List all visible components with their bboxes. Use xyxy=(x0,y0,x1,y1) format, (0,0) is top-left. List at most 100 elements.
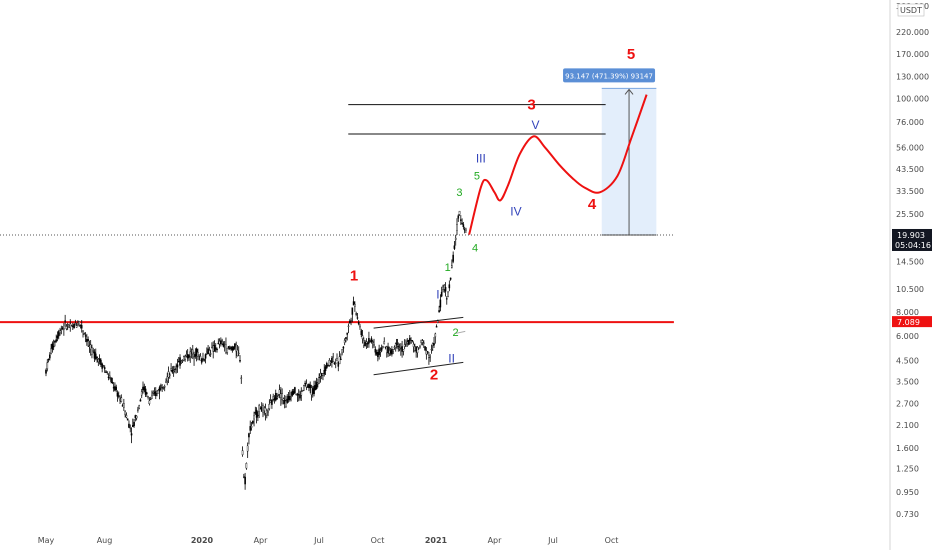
candle-body xyxy=(51,343,54,350)
candle-body xyxy=(106,371,109,373)
price-flag-label-0: 19.903 xyxy=(897,231,925,240)
measure-arrow-head xyxy=(624,88,634,95)
candle-body xyxy=(322,373,324,376)
candle-body xyxy=(86,339,88,342)
candle-body xyxy=(326,362,328,369)
candle-body xyxy=(78,321,80,326)
candle-body xyxy=(299,395,301,399)
candle-body xyxy=(356,317,359,319)
candle-body xyxy=(444,286,447,292)
candle-body xyxy=(189,351,192,358)
candle-body xyxy=(47,358,50,360)
candle-body xyxy=(269,400,272,403)
candle-body xyxy=(272,396,274,400)
candle-body xyxy=(102,366,105,368)
candle-body xyxy=(465,228,467,231)
candle-body xyxy=(287,395,290,400)
y-tick-label: 130.000 xyxy=(896,73,929,82)
candle-body xyxy=(91,347,93,355)
candle-body xyxy=(268,403,271,409)
y-tick-label: 170.000 xyxy=(896,50,929,59)
candle-body xyxy=(359,325,361,328)
candle-body xyxy=(225,344,227,353)
candle-body xyxy=(237,352,240,355)
candle-body xyxy=(389,350,392,354)
candle-body xyxy=(143,386,146,391)
candle-body xyxy=(138,405,140,409)
candle-body xyxy=(166,376,169,382)
measure-label: 93.147 (471.39%) 93147 xyxy=(565,72,653,80)
candle-body xyxy=(158,387,161,392)
candle-body xyxy=(346,332,349,335)
candle-body xyxy=(75,325,78,328)
candle-body xyxy=(400,347,402,349)
y-tick-label: 8.000 xyxy=(896,308,919,317)
channel-line-0 xyxy=(373,316,464,329)
candle-body xyxy=(458,210,461,215)
candle-body xyxy=(119,399,121,401)
candle-body xyxy=(318,376,320,379)
candle-body xyxy=(217,342,220,345)
candle-body xyxy=(401,346,403,352)
candle-body xyxy=(227,346,230,348)
candle-body xyxy=(414,346,416,351)
candle-body xyxy=(124,410,126,415)
candle-body xyxy=(304,382,306,385)
y-tick-label: 6.000 xyxy=(896,332,919,341)
candle-body xyxy=(254,412,257,414)
candle-body xyxy=(426,351,429,353)
wave-label-red-1: 1 xyxy=(350,268,358,285)
candle-body xyxy=(371,341,374,343)
candle-body xyxy=(357,322,360,325)
candle-body xyxy=(380,347,383,351)
candle-body xyxy=(161,387,163,389)
candle-body xyxy=(69,323,72,329)
candle-body xyxy=(452,254,454,262)
candle-body xyxy=(202,358,204,360)
candle-body xyxy=(103,367,106,370)
horizontal-lines-layer xyxy=(0,104,674,324)
candle-body xyxy=(214,347,217,350)
candle-body xyxy=(341,349,343,354)
candle-body xyxy=(440,291,443,297)
candle-body xyxy=(65,326,68,330)
candle-body xyxy=(223,346,226,348)
candle-body xyxy=(364,341,366,346)
candle-body xyxy=(317,383,319,385)
candle-body xyxy=(285,400,287,408)
candle-body xyxy=(277,395,280,398)
candle-body xyxy=(60,329,63,331)
candle-body xyxy=(262,405,264,413)
wave-label-blue-III: III xyxy=(476,151,486,165)
candle-body xyxy=(93,351,96,359)
wave-label-green-1: 1 xyxy=(445,262,451,274)
candle-body xyxy=(228,347,231,350)
candle-body xyxy=(50,348,52,355)
candle-body xyxy=(203,359,206,361)
candle-body xyxy=(84,335,87,337)
candle-body xyxy=(218,341,221,345)
candle-body xyxy=(193,356,195,358)
candle-body xyxy=(131,424,134,428)
candle-body xyxy=(378,348,380,356)
candle-body xyxy=(206,351,208,355)
candle-body xyxy=(288,396,291,401)
candle-body xyxy=(391,349,393,355)
candle-body xyxy=(448,284,451,289)
candle-body xyxy=(297,394,300,396)
candle-body xyxy=(139,399,142,402)
candle-body xyxy=(313,386,315,395)
candle-body xyxy=(128,423,130,428)
candle-body xyxy=(354,303,356,307)
candle-body xyxy=(435,326,438,328)
candle-body xyxy=(204,354,207,359)
candle-body xyxy=(392,349,394,352)
candle-body xyxy=(342,346,345,349)
candle-body xyxy=(314,385,317,391)
candle-body xyxy=(236,349,239,357)
price-flag-label-1: 7.089 xyxy=(897,318,920,327)
candle-body xyxy=(195,348,198,356)
candle-body xyxy=(403,344,406,347)
candle-body xyxy=(379,351,382,353)
